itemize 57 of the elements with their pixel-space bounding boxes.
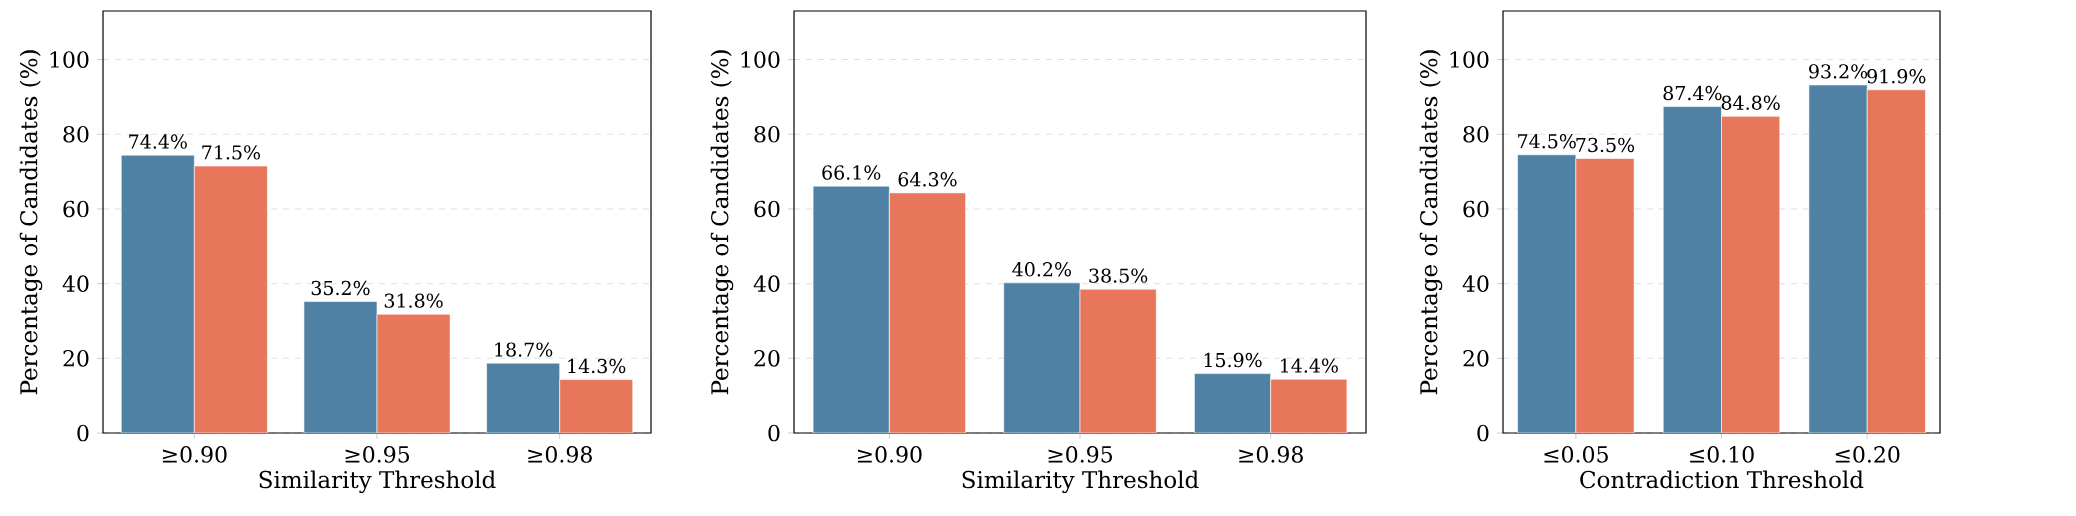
x-tick-label: ≤0.10 (1690, 446, 1754, 463)
y-tick-label: 100 (1450, 51, 1489, 68)
data-label: 87.4% (1663, 85, 1722, 101)
bar (889, 192, 966, 433)
x-tick-label: ≥0.95 (1048, 446, 1113, 463)
data-label: 84.8% (1721, 95, 1780, 110)
bar (813, 186, 890, 433)
bar (1270, 378, 1348, 433)
bar (1003, 282, 1081, 433)
y-tick-label: 0 (77, 424, 89, 442)
x-tick-label: ≥0.90 (857, 446, 922, 463)
data-label: 74.4% (129, 134, 187, 149)
y-tick-label: 40 (62, 275, 89, 292)
y-tick-label: 100 (741, 51, 780, 68)
y-tick-label: 40 (1462, 275, 1489, 292)
y-tick-label: 100 (50, 51, 89, 68)
y-tick-label: 60 (1463, 200, 1489, 218)
data-label: 14.4% (1280, 358, 1338, 373)
data-label: 18.7% (495, 342, 553, 357)
y-axis-title: Percentage of Candidates (%) (19, 50, 43, 395)
x-tick-label: ≤0.20 (1835, 446, 1900, 463)
data-label: 64.3% (898, 172, 957, 187)
data-label: 71.5% (202, 145, 260, 160)
y-tick-label: 20 (63, 350, 89, 367)
data-label: 73.5% (1576, 137, 1635, 153)
bar (1080, 289, 1157, 433)
y-tick-label: 60 (754, 200, 780, 218)
x-axis-title: Similarity Threshold (962, 470, 1199, 494)
y-axis-title: Percentage of Candidates (%) (710, 50, 734, 395)
y-tick-label: 60 (63, 200, 89, 218)
y-tick-label: 80 (63, 125, 89, 143)
x-tick-label: ≥0.90 (162, 446, 227, 463)
data-label: 35.2% (311, 280, 370, 296)
y-axis-title: Percentage of Candidates (%) (1419, 50, 1443, 395)
x-tick-label: ≤0.05 (1544, 446, 1608, 463)
x-tick-label: ≥0.98 (528, 446, 592, 463)
data-label: 40.2% (1012, 262, 1071, 277)
data-label: 66.1% (822, 165, 881, 180)
data-label: 93.2% (1809, 64, 1868, 79)
x-tick-label: ≥0.95 (345, 446, 410, 463)
data-label: 31.8% (384, 293, 443, 308)
x-tick-label: ≥0.98 (1239, 446, 1303, 463)
bar (1194, 373, 1271, 433)
x-axis-title: Similarity Threshold (259, 470, 496, 494)
y-tick-label: 0 (1477, 424, 1489, 442)
y-tick-label: 80 (754, 125, 780, 143)
y-tick-label: 40 (753, 275, 780, 292)
data-label: 15.9% (1204, 352, 1262, 368)
x-axis-title: Contradiction Threshold (1580, 470, 1864, 489)
y-tick-label: 0 (768, 424, 780, 442)
y-tick-label: 20 (754, 350, 780, 367)
data-label: 38.5% (1089, 268, 1148, 283)
data-label: 74.5% (1518, 134, 1576, 149)
data-label: 91.9% (1867, 69, 1926, 84)
y-tick-label: 80 (1463, 125, 1489, 143)
data-label: 14.3% (568, 358, 626, 374)
y-tick-label: 20 (1463, 350, 1489, 367)
